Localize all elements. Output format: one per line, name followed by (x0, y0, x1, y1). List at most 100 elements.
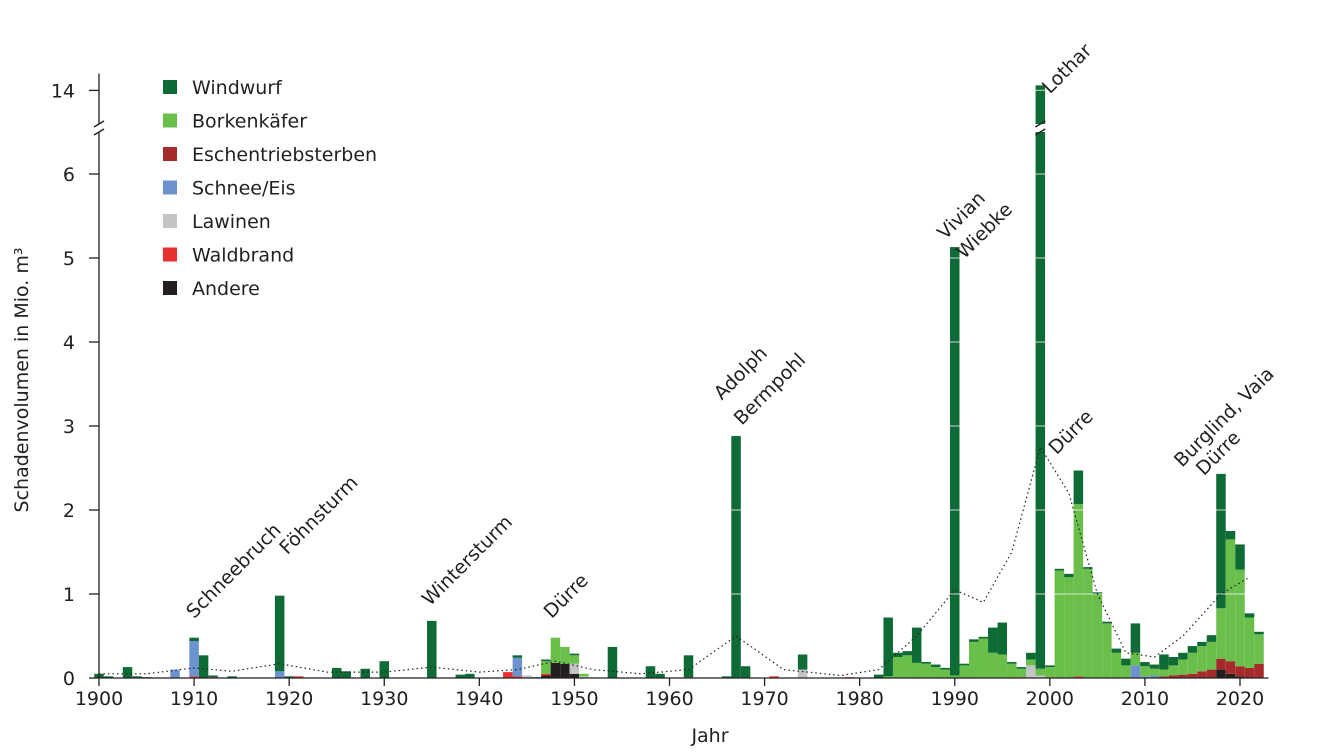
annotation: Föhnsturm (275, 472, 362, 559)
bar-segment (560, 646, 570, 664)
bar-segment (1254, 663, 1264, 678)
bar-segment (1216, 608, 1226, 659)
bar-segment (1187, 652, 1198, 674)
bar-segment (1092, 592, 1103, 594)
legend-swatch (163, 214, 177, 228)
bar-segment (1102, 621, 1112, 624)
bar-segment (1121, 665, 1131, 678)
bar-segment (227, 676, 237, 678)
bar-segment (541, 661, 551, 674)
bar-segment (1206, 641, 1217, 670)
bar-segment (1225, 539, 1236, 662)
bar-segment (1035, 85, 1046, 669)
bar-segment (911, 627, 922, 663)
bar-segment (1054, 568, 1065, 571)
legend-label: Eschentriebsterben (192, 144, 377, 166)
bar-segment (1178, 659, 1188, 675)
bar-segment (1187, 646, 1198, 653)
bar-segment (331, 667, 342, 678)
bar-segment (1149, 664, 1160, 669)
bar-segment (969, 639, 979, 642)
bar-segment (607, 646, 618, 678)
axis-break-gap (89, 124, 1279, 132)
x-tick-label: 2010 (1121, 688, 1169, 710)
bar-segment (455, 674, 466, 678)
bar-segment (949, 247, 960, 676)
bar-segment (284, 676, 294, 678)
bar-segment (911, 662, 922, 678)
bar-segment (1083, 568, 1093, 678)
bar-segment (1007, 663, 1017, 678)
bar-segment (1254, 634, 1264, 664)
bar-segment (930, 667, 941, 678)
bar-segment (1168, 665, 1179, 676)
bar-segment (988, 627, 998, 653)
bar-segment (1073, 504, 1084, 677)
bar-segment (1064, 577, 1074, 678)
bar-segment (1178, 674, 1188, 678)
bar-segment (1197, 646, 1207, 672)
bar-segment (883, 617, 893, 677)
y-tick-label: 4 (63, 332, 75, 354)
bar-segment (427, 620, 437, 678)
bar-segment (1130, 665, 1141, 678)
bar-segment (731, 436, 741, 678)
bar-segment (198, 655, 209, 678)
bar-segment (1026, 659, 1036, 666)
bar-segment (1206, 635, 1217, 642)
bar-segment (1235, 569, 1245, 667)
bar-segment (797, 654, 808, 670)
bar-segment (1016, 667, 1027, 669)
bar-segment (1140, 662, 1150, 667)
bar-segment (1149, 675, 1160, 678)
x-tick-label: 1940 (455, 688, 503, 710)
bar-segment (1045, 665, 1055, 668)
bar-segment (1121, 658, 1131, 666)
x-tick-label: 1970 (740, 688, 788, 710)
legend-swatch (163, 247, 177, 262)
bar-segment (988, 652, 998, 678)
bar-segment (1197, 641, 1207, 647)
bar-segment (1073, 676, 1084, 678)
bar-segment (959, 665, 970, 678)
y-tick-label: 5 (63, 248, 75, 270)
bar-segment (1026, 652, 1036, 660)
bar-segment (921, 663, 931, 678)
bar-segment (541, 675, 551, 678)
bar-segment (978, 638, 989, 678)
bar-segment (655, 673, 665, 678)
y-tick-label: 3 (63, 416, 75, 438)
bar-segment (1178, 652, 1188, 660)
bar-segment (1206, 669, 1217, 678)
x-tick-label: 1930 (360, 688, 408, 710)
y-tick-label: 0 (63, 668, 75, 690)
x-tick-label: 2000 (1026, 688, 1074, 710)
bar-segment (892, 652, 903, 657)
legend-swatch (163, 113, 177, 128)
legend-swatch (163, 281, 177, 295)
legend-label: Borkenkäfer (192, 111, 307, 133)
bar-segment (1159, 669, 1169, 677)
bar-segment (1140, 676, 1150, 678)
bar-segment (274, 671, 285, 678)
bar-segment (512, 676, 523, 678)
x-tick-label: 1950 (550, 688, 598, 710)
bar-segment (645, 666, 656, 678)
annotation: Dürre (1044, 406, 1097, 459)
bar-segment (873, 674, 884, 678)
x-tick-label: 1960 (645, 688, 693, 710)
bar-segment (1083, 567, 1093, 569)
bar-segment (769, 676, 779, 678)
bar-segment (1045, 667, 1055, 678)
y-tick-label: 2 (63, 500, 75, 522)
bar-segment (930, 664, 941, 668)
bar-segment (1235, 676, 1245, 678)
bar-segment (1235, 666, 1245, 677)
bar-segment (293, 676, 304, 678)
bar-segment (569, 655, 580, 664)
bar-segment (940, 669, 950, 678)
bar-segment (1007, 662, 1017, 664)
bar-segment (1225, 661, 1236, 674)
bar-segment (1225, 531, 1236, 540)
trend-line (99, 445, 1250, 677)
